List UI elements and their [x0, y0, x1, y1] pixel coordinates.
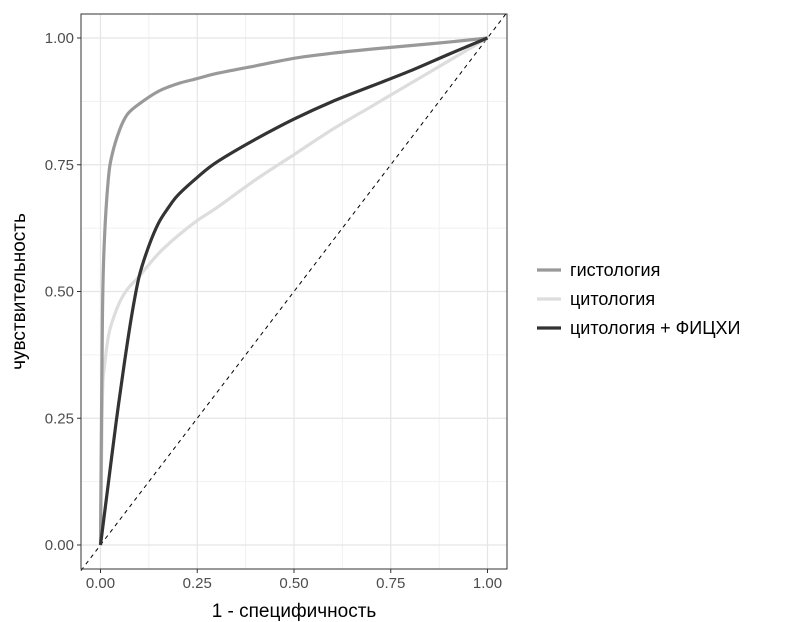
legend-label-cytology-ficxi: цитология + ФИЦХИ — [570, 318, 741, 338]
legend: гистология цитология цитология + ФИЦХИ — [537, 260, 741, 338]
x-tick-label: 1.00 — [473, 575, 502, 592]
y-tick-label: 0.50 — [45, 284, 74, 301]
axis-ticks: 0.00 0.25 0.50 0.75 1.00 0.00 0.25 0.50 0.75 1.00 — [45, 30, 502, 592]
x-tick-label: 0.75 — [376, 575, 405, 592]
x-tick-label: 0.00 — [86, 575, 115, 592]
x-tick-label: 0.50 — [279, 575, 308, 592]
series-layer — [98, 36, 489, 546]
x-axis-title: 1 - специфичность — [212, 601, 377, 622]
x-tick-label: 0.25 — [183, 575, 212, 592]
y-tick-label: 0.00 — [45, 537, 74, 554]
y-tick-label: 0.75 — [45, 157, 74, 174]
legend-label-cytology: цитология — [570, 289, 655, 309]
y-axis-title: чувствительность — [9, 213, 30, 370]
y-tick-label: 0.25 — [45, 410, 74, 427]
y-tick-label: 1.00 — [45, 30, 74, 47]
grid-major — [81, 14, 507, 569]
series-line-histology — [98, 36, 488, 546]
series-line-cytology-ficxi — [98, 36, 489, 546]
series-line-cytology — [98, 36, 489, 546]
legend-label-histology: гистология — [570, 260, 660, 280]
